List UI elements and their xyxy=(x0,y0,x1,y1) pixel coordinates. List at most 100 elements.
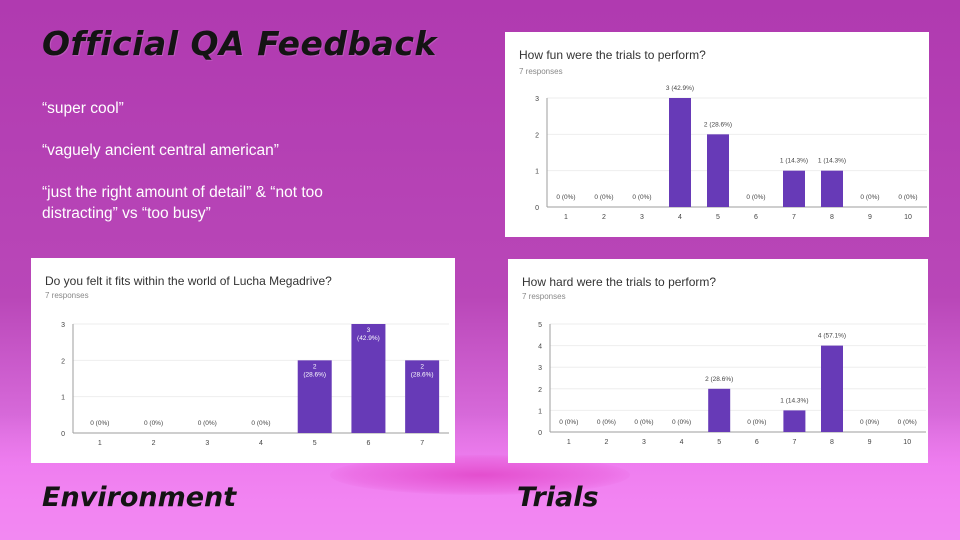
x-tick-label: 1 xyxy=(564,214,568,221)
data-label-count: 3 xyxy=(367,327,371,334)
chart-panel-hard: How hard were the trials to perform? 7 re… xyxy=(508,259,928,463)
quote-1: “super cool” xyxy=(42,100,124,117)
data-label: 0 (0%) xyxy=(251,420,270,427)
x-tick-label: 5 xyxy=(313,440,317,447)
data-label: 3 (42.9%) xyxy=(357,327,380,342)
x-tick-label: 4 xyxy=(678,214,682,221)
y-tick-label: 1 xyxy=(538,408,542,415)
bar xyxy=(669,98,691,207)
data-label-percent: (42.9%) xyxy=(357,335,380,342)
bar xyxy=(297,360,332,433)
quote-2: “vaguely ancient central american” xyxy=(42,142,279,159)
x-tick-label: 2 xyxy=(604,439,608,446)
data-label: 0 (0%) xyxy=(144,420,163,427)
data-label: 1 (14.3%) xyxy=(780,397,808,404)
data-label: 2 (28.6%) xyxy=(705,376,733,383)
bar xyxy=(821,345,843,432)
x-tick-label: 5 xyxy=(717,439,721,446)
y-tick-label: 1 xyxy=(61,395,65,402)
data-label: 0 (0%) xyxy=(90,420,109,427)
x-tick-label: 7 xyxy=(792,214,796,221)
bar xyxy=(783,170,805,207)
chart-subtitle: 7 responses xyxy=(45,291,89,300)
trials-label: Trials xyxy=(517,482,599,513)
chart-title: Do you felt it fits within the world of … xyxy=(45,274,332,288)
data-label-percent: (28.6%) xyxy=(303,371,326,378)
chart-title: How fun were the trials to perform? xyxy=(519,48,706,62)
data-label: 0 (0%) xyxy=(746,194,765,201)
chart-title: How hard were the trials to perform? xyxy=(522,275,716,289)
data-label: 0 (0%) xyxy=(860,419,879,426)
x-tick-label: 2 xyxy=(152,440,156,447)
y-tick-label: 2 xyxy=(535,132,539,139)
x-tick-label: 4 xyxy=(680,439,684,446)
chart-hard: How hard were the trials to perform? 7 re… xyxy=(522,275,926,446)
x-tick-label: 3 xyxy=(642,439,646,446)
chart-fun: How fun were the trials to perform? 7 res… xyxy=(519,48,927,221)
data-label: 0 (0%) xyxy=(898,194,917,201)
x-tick-label: 1 xyxy=(98,440,102,447)
data-label: 4 (57.1%) xyxy=(818,333,846,340)
bar xyxy=(708,388,731,432)
x-tick-label: 8 xyxy=(830,439,834,446)
data-label: 0 (0%) xyxy=(559,419,578,426)
chart-panel-fun: How fun were the trials to perform? 7 res… xyxy=(505,32,929,237)
x-tick-label: 1 xyxy=(567,439,571,446)
data-label: 1 (14.3%) xyxy=(818,158,846,165)
y-tick-label: 2 xyxy=(61,358,65,365)
data-label-count: 2 xyxy=(313,363,317,370)
data-label: 0 (0%) xyxy=(556,194,575,201)
x-tick-label: 9 xyxy=(868,214,872,221)
x-tick-label: 10 xyxy=(903,439,911,446)
x-tick-label: 9 xyxy=(868,439,872,446)
chart-panel-environment: Do you felt it fits within the world of … xyxy=(31,258,455,463)
x-tick-label: 6 xyxy=(755,439,759,446)
y-tick-label: 0 xyxy=(538,430,542,437)
quote-3: “just the right amount of detail” & “not… xyxy=(42,184,323,222)
data-label: 0 (0%) xyxy=(594,194,613,201)
y-tick-label: 3 xyxy=(538,365,542,372)
data-label: 0 (0%) xyxy=(860,194,879,201)
y-tick-label: 3 xyxy=(535,96,539,103)
environment-label: Environment xyxy=(42,482,237,513)
bar xyxy=(351,324,386,433)
x-tick-label: 7 xyxy=(420,440,424,447)
data-label: 2 (28.6%) xyxy=(411,363,434,378)
y-tick-label: 1 xyxy=(535,169,539,176)
x-tick-label: 3 xyxy=(205,440,209,447)
y-tick-label: 0 xyxy=(61,431,65,438)
y-tick-label: 5 xyxy=(538,322,542,329)
bar xyxy=(783,410,806,432)
data-label: 1 (14.3%) xyxy=(780,158,808,165)
y-tick-label: 3 xyxy=(61,322,65,329)
x-tick-label: 2 xyxy=(602,214,606,221)
x-tick-label: 4 xyxy=(259,440,263,447)
data-label: 2 (28.6%) xyxy=(303,363,326,378)
y-tick-label: 2 xyxy=(538,387,542,394)
data-label: 3 (42.9%) xyxy=(666,85,694,92)
feedback-quotes: “super cool” “vaguely ancient central am… xyxy=(42,98,402,245)
x-tick-label: 7 xyxy=(792,439,796,446)
bar xyxy=(707,134,729,207)
x-tick-label: 8 xyxy=(830,214,834,221)
x-tick-label: 6 xyxy=(754,214,758,221)
chart-subtitle: 7 responses xyxy=(522,292,566,301)
slide-title: Official QA Feedback xyxy=(42,24,437,63)
x-tick-label: 5 xyxy=(716,214,720,221)
data-label: 0 (0%) xyxy=(898,419,917,426)
data-label: 2 (28.6%) xyxy=(704,121,732,128)
bar xyxy=(405,360,440,433)
chart-environment: Do you felt it fits within the world of … xyxy=(45,274,449,447)
data-label: 0 (0%) xyxy=(632,194,651,201)
y-tick-label: 0 xyxy=(535,205,539,212)
x-tick-label: 6 xyxy=(366,440,370,447)
chart-subtitle: 7 responses xyxy=(519,67,563,76)
x-tick-label: 10 xyxy=(904,214,912,221)
data-label: 0 (0%) xyxy=(672,419,691,426)
bar xyxy=(821,170,843,207)
x-tick-label: 3 xyxy=(640,214,644,221)
data-label: 0 (0%) xyxy=(747,419,766,426)
y-tick-label: 4 xyxy=(538,344,542,351)
data-label: 0 (0%) xyxy=(198,420,217,427)
data-label-count: 2 xyxy=(420,363,424,370)
